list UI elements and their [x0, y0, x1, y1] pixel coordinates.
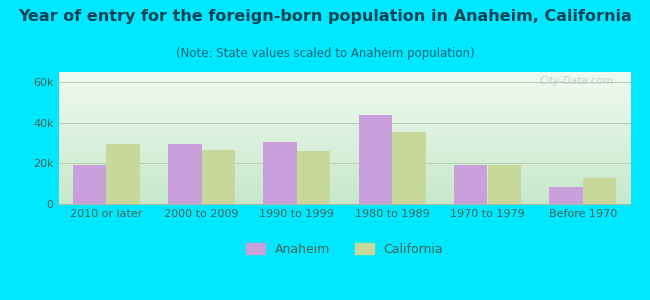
Bar [106, 144, 140, 204]
Text: City-Data.com: City-Data.com [540, 76, 614, 86]
Text: Year of entry for the foreign-born population in Anaheim, California: Year of entry for the foreign-born popul… [18, 9, 632, 24]
Bar [454, 165, 488, 204]
Text: (Note: State values scaled to Anaheim population): (Note: State values scaled to Anaheim po… [176, 46, 474, 59]
Bar [583, 178, 616, 204]
Bar [488, 165, 521, 204]
Bar [549, 187, 583, 204]
Bar [297, 151, 330, 204]
Bar [202, 150, 235, 204]
Legend: Anaheim, California: Anaheim, California [240, 238, 448, 261]
Bar [73, 165, 106, 204]
Bar [263, 142, 297, 204]
Bar [392, 132, 426, 204]
Bar [168, 144, 202, 204]
Bar [359, 115, 392, 204]
